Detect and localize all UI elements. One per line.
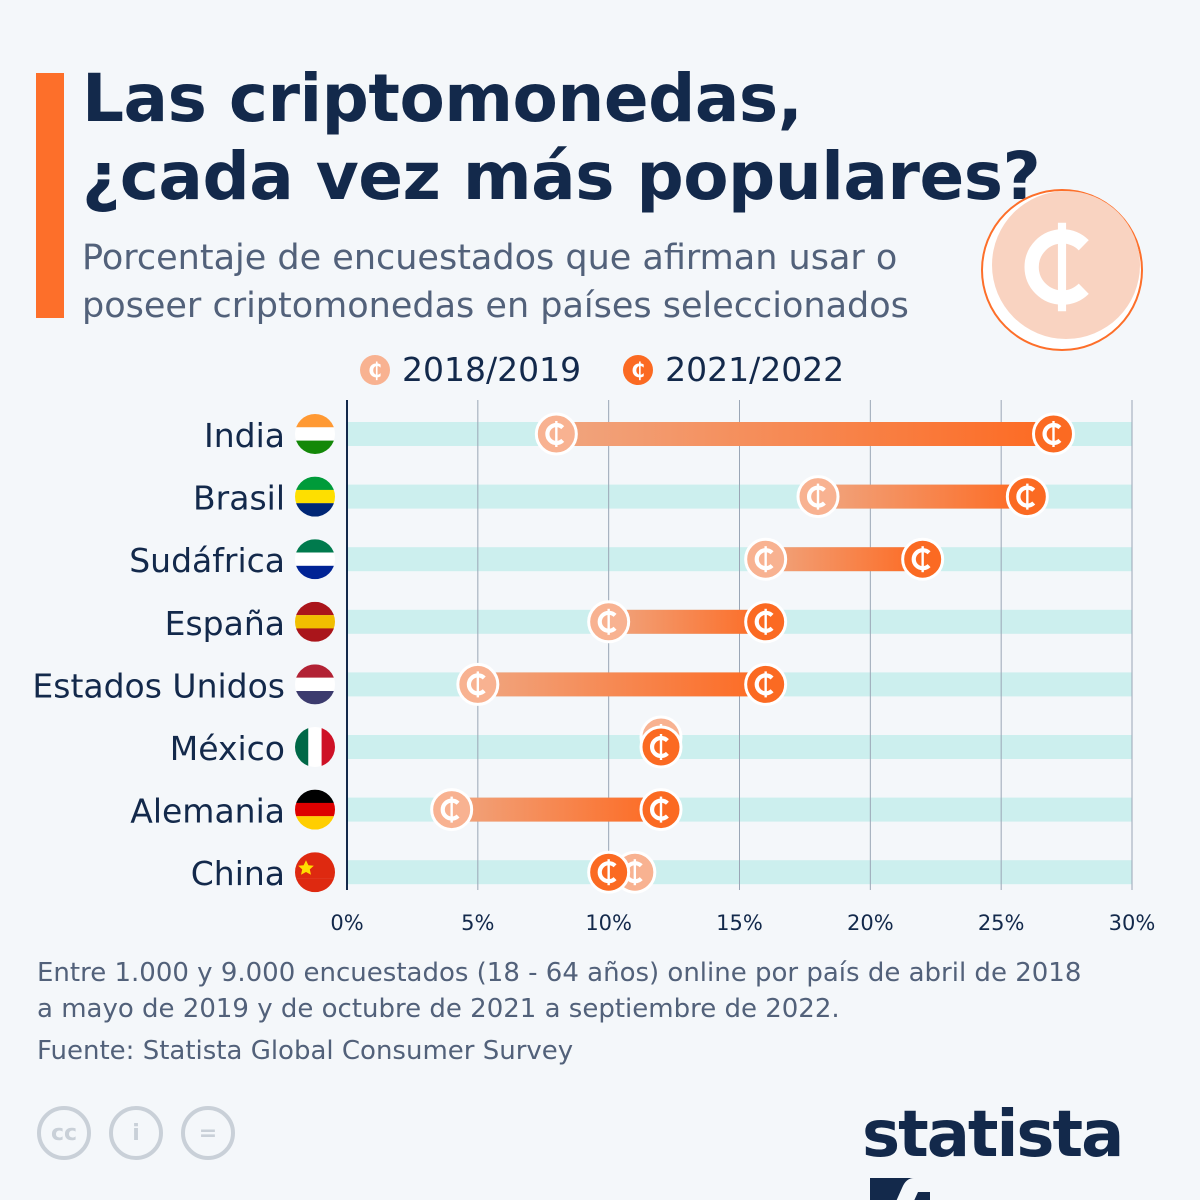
legend-item-2021: ₵ 2021/2022 [623,350,844,389]
cent-sign-icon [1016,483,1036,510]
coin-marker-2021-2022 [744,600,788,644]
logo-text: statista [862,1098,1124,1172]
subtitle-line-2: poseer criptomonedas en países seleccion… [82,286,909,326]
coin-marker-2018-2019 [534,412,578,456]
country-label: Estados Unidos [32,666,285,705]
coin-marker-2021-2022 [639,725,683,769]
source: Fuente: Statista Global Consumer Survey [37,1036,574,1066]
cent-sign-icon [754,546,774,573]
flag-icon [295,476,335,517]
page-title: Las criptomonedas, ¿cada vez más popular… [82,60,1041,216]
change-bar [477,672,766,697]
cent-sign-icon [466,671,486,698]
note-line-1: Entre 1.000 y 9.000 encuestados (18 - 64… [37,958,1082,988]
flag-icon [295,789,335,830]
accent-bar [36,73,64,318]
flag-icon [295,539,335,580]
cent-sign-icon [1042,421,1062,447]
coin-marker-2021-2022 [744,662,788,706]
x-tick-label: 0% [330,911,363,935]
country-label: Sudáfrica [129,541,285,580]
flag-icon [295,414,335,454]
flag-icon [295,727,335,767]
flag-icon [295,601,335,642]
subtitle-line-1: Porcentaje de encuestados que afirman us… [82,238,898,278]
coin-illustration-icon [981,189,1143,351]
cent-sign-icon [754,608,774,635]
x-tick-label: 30% [1109,911,1156,935]
country-label: México [170,729,285,768]
cent-sign-icon [597,608,617,635]
x-tick-label: 20% [847,911,894,935]
coin-marker-2021-2022 [1032,412,1075,456]
change-bar [451,797,661,822]
statista-logo[interactable]: statista [862,1098,1200,1200]
cent-sign-icon [650,734,669,760]
no-derivatives-icon[interactable]: = [181,1106,235,1160]
cent-sign-icon [911,546,931,573]
attribution-icon[interactable]: i [109,1106,163,1160]
legend-label: 2018/2019 [402,350,582,389]
country-label: España [165,604,285,643]
country-label: India [204,416,285,455]
change-bar [608,609,766,634]
cent-sign-icon [440,796,460,823]
coin-marker-2018-2019 [456,662,500,706]
coin-marker-2018-2019 [430,788,474,832]
cent-sign-icon [650,796,669,823]
statista-logo-icon [870,1178,930,1200]
cent-sign-icon [597,859,617,886]
legend-label: 2021/2022 [665,350,845,389]
country-label: Alemania [130,792,285,831]
coin-marker-2018-2019 [796,475,840,519]
cent-sign-icon [545,421,565,447]
legend: ₵ 2018/2019 ₵ 2021/2022 [360,350,886,389]
coin-marker-2021-2022 [639,788,683,832]
footnote: Entre 1.000 y 9.000 encuestados (18 - 64… [37,955,1081,1027]
change-bar [818,484,1028,509]
title-line-1: Las criptomonedas, [82,60,803,137]
title-line-2: ¿cada vez más populares? [82,138,1041,215]
cent-sign-icon [754,671,774,698]
country-label: Brasil [193,479,285,518]
country-label: China [191,854,285,893]
coin-icon: ₵ [623,354,654,385]
coin-marker-2018-2019 [587,600,631,644]
change-bar [556,422,1054,446]
coin-marker-2021-2022 [901,537,945,581]
flag-icon [295,852,335,893]
dumbbell-chart: 0% 5% 10% 15% 20% 25% 30% India Brasil Sudáfrica E… [32,400,1156,935]
x-tick-label: 5% [461,911,494,935]
legend-item-2018: ₵ 2018/2019 [360,350,581,389]
coin-icon: ₵ [360,354,390,385]
x-tick-label: 10% [585,911,632,935]
subtitle: Porcentaje de encuestados que afirman us… [82,234,909,330]
flag-icon [295,664,335,705]
cc-license-icon[interactable]: cc [37,1106,91,1160]
coin-marker-2021-2022 [587,850,631,894]
cent-sign-icon [1024,222,1089,312]
coin-marker-2018-2019 [744,537,788,581]
note-line-2: a mayo de 2019 y de octubre de 2021 a se… [37,994,840,1024]
change-bar [765,547,923,572]
x-tick-label: 25% [978,911,1025,935]
coin-marker-2021-2022 [1005,475,1049,519]
star-icon [298,860,314,875]
cent-sign-icon [807,483,826,510]
x-tick-label: 15% [716,911,763,935]
